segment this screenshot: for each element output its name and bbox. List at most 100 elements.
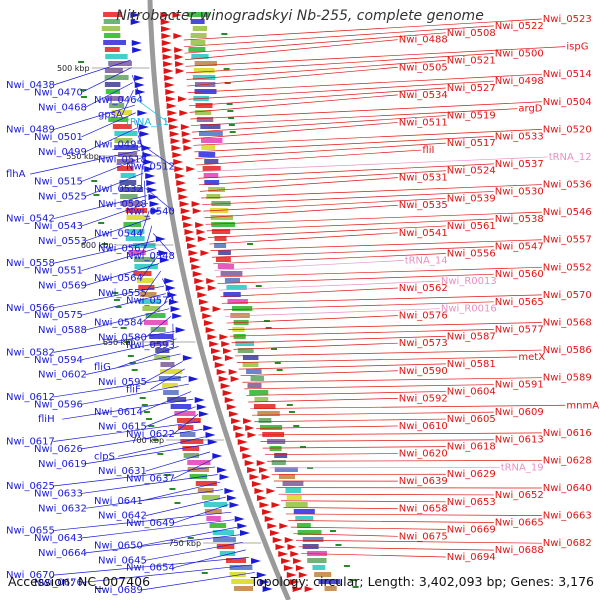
gene-leader-left bbox=[81, 474, 218, 494]
gene-label-right: Nwi_0618 bbox=[447, 442, 496, 453]
gene-label-left: Nwi_0438 bbox=[6, 80, 55, 91]
feature-block bbox=[278, 474, 296, 479]
gene-arrow-forward bbox=[226, 404, 237, 410]
gene-label-left: Nwi_0595 bbox=[98, 377, 147, 388]
gc-tick bbox=[148, 425, 155, 427]
gene-arrow-reverse bbox=[130, 19, 141, 25]
gene-arrow-forward bbox=[218, 376, 229, 382]
gene-leader-right bbox=[188, 87, 446, 107]
feature-block bbox=[285, 502, 308, 507]
topology-label: Topology: circular; Length: 3,402,093 bp… bbox=[250, 574, 594, 589]
feature-block bbox=[226, 285, 247, 290]
gene-label-right: Nwi_0488 bbox=[399, 35, 448, 46]
genome-backbone bbox=[147, 0, 291, 600]
feature-block bbox=[104, 33, 121, 38]
gene-leader-left bbox=[53, 104, 135, 130]
gene-leader-left bbox=[145, 315, 172, 338]
feature-block bbox=[197, 488, 214, 493]
gene-label-right: Nwi_0538 bbox=[495, 214, 544, 225]
gene-leader-right bbox=[281, 500, 446, 503]
gene-label-right: Nwi_0682 bbox=[543, 538, 592, 549]
gc-tick bbox=[187, 537, 194, 539]
gene-leader-left bbox=[81, 293, 166, 316]
gene-leader-right bbox=[252, 411, 494, 416]
gene-arrow-forward bbox=[266, 488, 276, 494]
gene-label-right: Nwi_0527 bbox=[447, 83, 496, 94]
gene-arrow-forward bbox=[230, 376, 240, 382]
gene-arrow-reverse bbox=[203, 425, 214, 431]
feature-block bbox=[120, 173, 136, 178]
gene-arrow-forward bbox=[178, 194, 189, 200]
feature-block bbox=[208, 187, 226, 192]
gene-label-right: Nwi_0519 bbox=[447, 111, 496, 122]
gene-leader-right bbox=[244, 384, 494, 390]
feature-block bbox=[118, 152, 138, 157]
gene-leader-right bbox=[198, 170, 446, 186]
gene-arrow-forward bbox=[290, 551, 300, 557]
gene-arrow-forward bbox=[262, 509, 273, 515]
feature-block bbox=[204, 180, 220, 185]
gene-label-left: Nwi_0525 bbox=[38, 191, 87, 202]
gene-arrow-reverse bbox=[172, 313, 183, 319]
gene-arrow-forward bbox=[256, 495, 267, 501]
gene-leader-left bbox=[85, 217, 151, 242]
gene-label-right: Nwi_0620 bbox=[399, 449, 448, 460]
feature-block bbox=[211, 229, 231, 234]
gene-arrow-reverse bbox=[217, 467, 228, 473]
gene-leader-right bbox=[288, 520, 494, 523]
gene-leader-right bbox=[248, 398, 398, 403]
gene-arrow-forward bbox=[256, 460, 266, 466]
gene-arrow-forward bbox=[247, 467, 258, 473]
feature-block bbox=[204, 159, 219, 164]
feature-block bbox=[286, 495, 302, 500]
gene-arrow-reverse bbox=[144, 166, 155, 172]
feature-block bbox=[114, 145, 139, 150]
feature-block bbox=[194, 110, 212, 115]
feature-block bbox=[139, 292, 157, 297]
gene-arrow-reverse bbox=[170, 306, 181, 312]
gene-label-right: Nwi_0561 bbox=[447, 221, 496, 232]
gc-tick bbox=[120, 327, 127, 329]
accession-label: Accession: NC_007406 bbox=[8, 574, 151, 589]
gene-leader-left bbox=[81, 112, 136, 138]
gene-arrow-reverse bbox=[234, 516, 245, 522]
gene-leader-left bbox=[53, 240, 155, 264]
feature-block bbox=[128, 250, 146, 255]
gene-label-right: Nwi_0565 bbox=[495, 297, 544, 308]
gene-label-left: Nwi_0582 bbox=[6, 347, 55, 358]
gc-tick bbox=[139, 397, 146, 399]
scale-tick-label: 500 kbp bbox=[57, 64, 90, 73]
gene-leader-right bbox=[192, 122, 398, 140]
feature-block bbox=[134, 264, 158, 269]
feature-block bbox=[201, 145, 216, 150]
gene-arrow-reverse bbox=[137, 110, 148, 116]
feature-block bbox=[133, 257, 155, 262]
gene-arrow-reverse bbox=[212, 453, 223, 459]
gene-label-left: Nwi_0614 bbox=[94, 407, 143, 418]
gene-label-right: Nwi_0514 bbox=[543, 69, 592, 80]
gene-arrow-forward bbox=[251, 481, 262, 487]
gene-label-right: Nwi_0557 bbox=[543, 235, 592, 246]
gene-leader-left bbox=[145, 451, 211, 472]
gene-arrow-forward bbox=[224, 355, 234, 361]
gene-leader-right bbox=[233, 342, 398, 350]
gene-arrow-forward bbox=[259, 502, 270, 508]
gene-arrow-reverse bbox=[148, 194, 159, 200]
feature-block bbox=[314, 572, 332, 577]
gene-arrow-reverse bbox=[182, 355, 193, 361]
gene-arrow-forward bbox=[183, 222, 194, 228]
feature-block bbox=[217, 264, 235, 269]
gene-arrow-forward bbox=[222, 390, 233, 396]
gene-label-left: Nwi_0612 bbox=[6, 392, 55, 403]
gene-arrow-forward bbox=[211, 348, 222, 354]
feature-block bbox=[120, 194, 138, 199]
feature-block bbox=[204, 509, 222, 514]
gene-label-right: Nwi_0535 bbox=[399, 200, 448, 211]
feature-block bbox=[160, 362, 175, 367]
gene-label-left: Nwi_0540 bbox=[126, 206, 175, 217]
gene-arrow-forward bbox=[207, 285, 217, 291]
gene-arrow-forward bbox=[244, 460, 255, 466]
gene-leader-right bbox=[231, 335, 446, 344]
gene-arrow-forward bbox=[214, 362, 225, 368]
